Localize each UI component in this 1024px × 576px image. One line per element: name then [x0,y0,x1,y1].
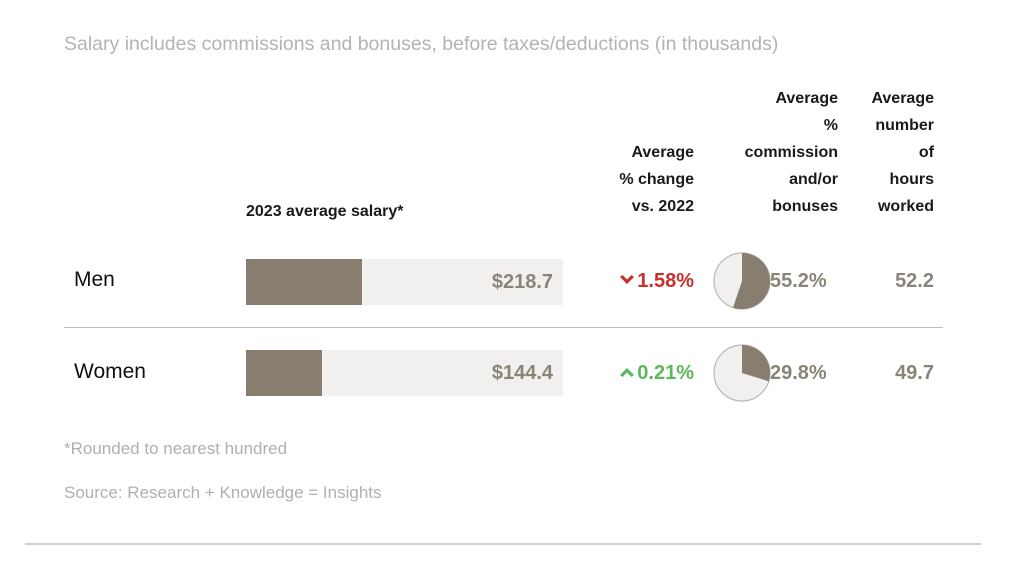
bottom-rule [25,543,981,545]
footnote-rounding: *Rounded to nearest hundred [64,439,288,458]
salary-value-men: $218.7 [491,271,553,293]
header-commission: Average % commission and/or bonuses [744,90,838,215]
header-hours: Average number of hours worked [871,90,934,215]
salary-bar-women [246,350,323,396]
hours-value-women: 49.7 [895,362,934,384]
chevron-up-icon [620,368,635,377]
pie-slice-commission [733,253,770,309]
change-value-women: 0.21% [637,362,694,384]
commission-value-men: 55.2% [770,270,827,292]
pie-slice-commission [742,345,770,382]
header-salary: 2023 average salary* [246,203,404,220]
chart-subtitle: Salary includes commissions and bonuses,… [64,33,779,55]
row-label-men: Men [74,268,115,291]
salary-value-women: $144.4 [491,362,553,384]
change-value-men: 1.58% [637,270,694,292]
chevron-down-icon [620,275,635,284]
salary-bar-track-men: $218.7 [246,259,563,305]
change-women: 0.21% [590,362,694,385]
salary-bar-track-women: $144.4 [246,350,563,396]
row-divider [64,327,943,328]
commission-pie-women [713,344,771,402]
hours-value-men: 52.2 [895,270,934,292]
header-percent-change: Average % change vs. 2022 [619,144,694,215]
footnote-source: Source: Research + Knowledge = Insights [64,483,382,502]
salary-bar-men [246,259,362,305]
row-label-women: Women [74,360,146,383]
commission-pie-men [713,252,771,310]
change-men: 1.58% [590,270,694,293]
commission-value-women: 29.8% [770,362,827,384]
